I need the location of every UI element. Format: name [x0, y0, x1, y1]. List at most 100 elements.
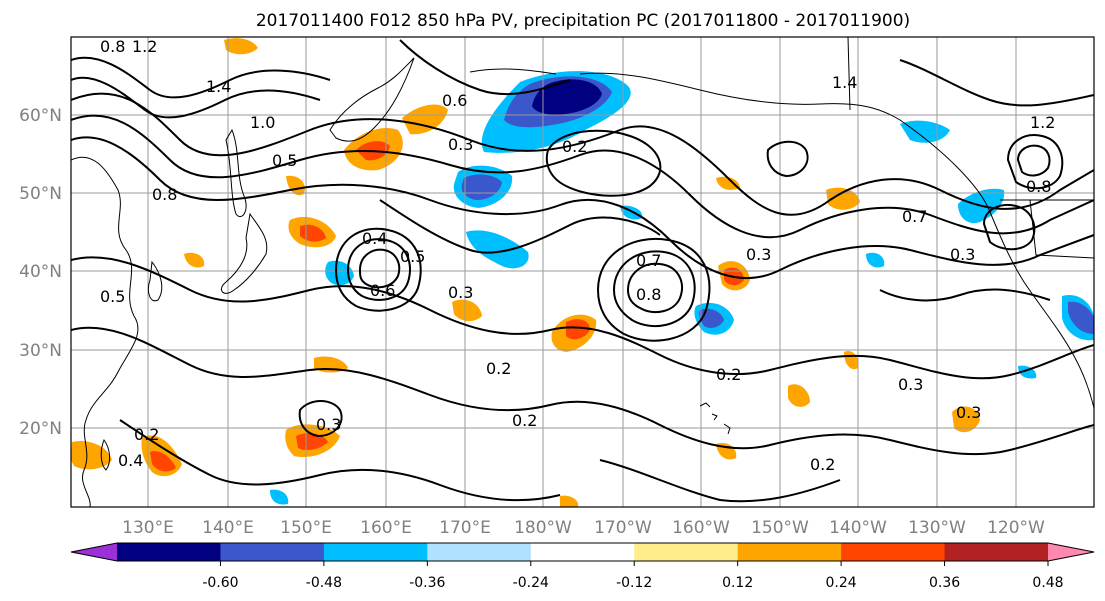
sakhalin-coastline: [225, 128, 247, 218]
colorbar-segment: [841, 543, 946, 561]
lon-tick-label: 170°E: [439, 518, 491, 538]
colorbar-tick-label: -0.24: [513, 575, 549, 591]
contour-label: 0.2: [486, 359, 511, 378]
contour-label: 0.7: [902, 207, 927, 226]
contour-label: 0.4: [118, 451, 143, 470]
colorbar-tick-label: -0.36: [409, 575, 445, 591]
colorbar-segment: [323, 543, 428, 561]
lon-tick-label: 160°W: [672, 518, 730, 538]
pv-contour: [71, 76, 321, 119]
pv-contour: [899, 59, 1094, 107]
pv-contour: [379, 199, 661, 254]
korea-coastline: [147, 260, 163, 302]
colorbar-segment: [427, 543, 532, 561]
contour-label: 1.4: [206, 77, 231, 96]
contour-labels: 0.8 1.0 1.4 1.2 0.6 0.3 0.2 0.5 0.4 0.7 …: [100, 37, 1055, 474]
contour-label: 0.3: [746, 245, 771, 264]
pv-contour: [71, 136, 1094, 279]
lon-tick-label: 170°W: [594, 518, 652, 538]
lon-tick-label: 140°W: [829, 518, 887, 538]
contour-label: 0.2: [512, 411, 537, 430]
colorbar-extend-max: [1048, 543, 1094, 561]
contour-label: 0.5: [400, 247, 425, 266]
contour-label: 1.2: [132, 37, 157, 56]
colorbar-tick-label: 0.48: [1032, 575, 1063, 591]
precip-positive-area: [184, 252, 205, 268]
contour-label: 0.3: [898, 375, 923, 394]
colorbar-segment: [634, 543, 739, 561]
pv-contour-closed: [612, 250, 696, 328]
contour-label: 0.7: [636, 251, 661, 270]
pv-contour: [71, 326, 1094, 456]
contour-label: 0.8: [100, 37, 125, 56]
precip-negative-inner: [1068, 301, 1094, 334]
colorbar-tick-label: 0.24: [826, 575, 857, 591]
colorbar-extend-min: [71, 543, 117, 561]
lon-tick-label: 130°E: [122, 518, 174, 538]
precip-positive-area: [224, 38, 258, 55]
precip-positive-area: [286, 175, 305, 196]
contour-label: 0.2: [810, 455, 835, 474]
contour-label: 0.6: [442, 91, 467, 110]
map-panel: 0.8 1.0 1.4 1.2 0.6 0.3 0.2 0.5 0.4 0.7 …: [19, 36, 1095, 538]
map-gridlines: [71, 37, 1094, 507]
contour-label: 0.8: [1026, 177, 1051, 196]
pv-contour-closed: [766, 140, 809, 178]
lon-tick-label: 150°W: [751, 518, 809, 538]
pv-contour-closed: [982, 204, 1036, 251]
pv-contour: [599, 459, 841, 503]
contour-label: 1.0: [250, 113, 275, 132]
contour-label: 1.4: [832, 73, 857, 92]
contour-label: 0.5: [272, 151, 297, 170]
lon-tick-label: 160°E: [360, 518, 412, 538]
contour-label: 0.2: [716, 365, 741, 384]
contour-label: 0.3: [448, 283, 473, 302]
lat-tick-label: 20°N: [19, 419, 62, 439]
contour-label: 0.2: [562, 137, 587, 156]
lat-tick-labels: 60°N 50°N 40°N 30°N 20°N: [19, 106, 62, 439]
precip-positive-area: [788, 384, 810, 407]
hawaii-islands: [699, 402, 731, 435]
precip-positive-core: [296, 433, 328, 450]
lat-tick-label: 40°N: [19, 262, 62, 282]
pv-contour: [399, 39, 571, 96]
precip-negative-area: [270, 489, 289, 505]
contour-label: 0.3: [448, 135, 473, 154]
colorbar-tick-label: -0.12: [616, 575, 652, 591]
lon-tick-label: 120°W: [987, 518, 1045, 538]
contour-label: 0.8: [152, 185, 177, 204]
contour-label: 0.2: [134, 425, 159, 444]
contour-label: 0.3: [950, 245, 975, 264]
figure-title: 2017011400 F012 850 hPa PV, precipitatio…: [256, 11, 910, 31]
alaska-coastline: [579, 72, 1094, 409]
precip-negative-inner: [461, 174, 502, 200]
bering-coastline: [469, 68, 557, 75]
precip-negative-max: [532, 79, 602, 115]
colorbar-segment: [944, 543, 1049, 561]
precip-positive-area: [452, 299, 482, 322]
lat-tick-label: 50°N: [19, 184, 62, 204]
lat-tick-label: 60°N: [19, 106, 62, 126]
precip-positive-area: [716, 176, 740, 190]
colorbar-segment: [117, 543, 221, 561]
colorbar-segments: [71, 543, 1094, 561]
colorbar-tick-label: 0.12: [722, 575, 753, 591]
lon-tick-label: 140°E: [202, 518, 254, 538]
pv-contour: [71, 56, 331, 99]
precip-positive-core: [150, 451, 176, 472]
colorbar-outline: [70, 542, 1095, 562]
colorbar-segment: [737, 543, 842, 561]
pv-contours: [71, 39, 1094, 503]
taiwan-coastline: [100, 438, 111, 471]
contour-label: 1.2: [1030, 113, 1055, 132]
pv-contour-closed: [346, 238, 411, 301]
pv-contour-closed: [298, 400, 343, 438]
precip-negative-area: [866, 252, 885, 268]
pv-contour-closed: [596, 238, 711, 342]
colorbar-tick-label: -0.60: [202, 575, 238, 591]
precip-positive-area: [952, 406, 980, 433]
pv-contour: [71, 256, 1094, 380]
map-frame: [70, 36, 1095, 508]
contour-label: 0.3: [316, 415, 341, 434]
pv-contour: [879, 288, 1051, 302]
